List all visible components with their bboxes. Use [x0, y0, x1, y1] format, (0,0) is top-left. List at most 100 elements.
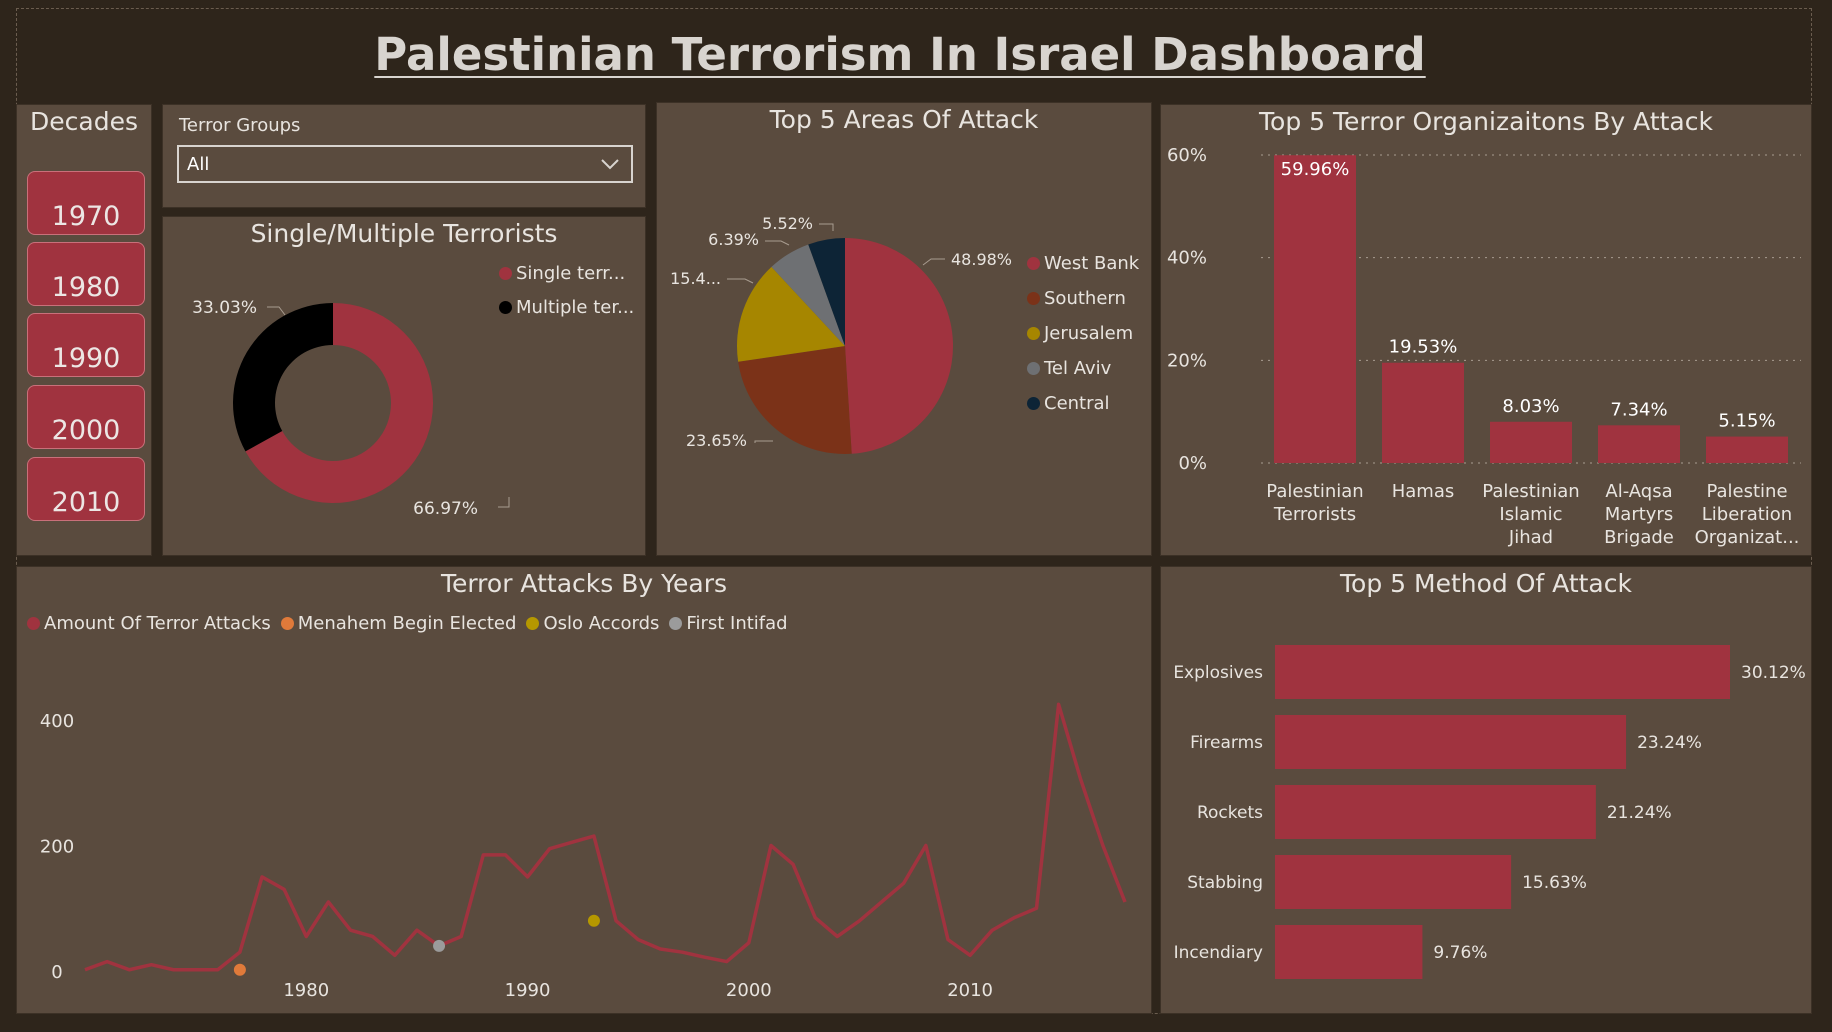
legend-label: Central [1044, 393, 1110, 414]
orgs-y-tick: 60% [1167, 145, 1207, 166]
legend-dot [1027, 362, 1040, 375]
orgs-bar [1706, 436, 1788, 463]
orgs-category-label: Palestinian [1482, 481, 1579, 502]
terror-groups-label: Terror Groups [179, 115, 301, 136]
line-series-attacks [84, 702, 1127, 972]
decade-button-2010[interactable]: 2010 [27, 457, 145, 521]
legend-single[interactable]: Single terr... [499, 263, 625, 284]
terror-groups-dropdown[interactable]: All [177, 145, 633, 183]
legend-dot-intifad [669, 617, 683, 630]
orgs-category-label: Organizat... [1695, 527, 1800, 548]
orgs-y-tick: 0% [1178, 453, 1207, 474]
legend-begin-elected[interactable]: Menahem Begin Elected [280, 613, 516, 634]
top-orgs-title: Top 5 Terror Organizaitons By Attack [1259, 107, 1713, 136]
pie-data-label: 5.52% [762, 214, 813, 233]
decade-button-1990[interactable]: 1990 [27, 313, 145, 377]
pie-data-label: 23.65% [686, 431, 747, 450]
orgs-category-label: Islamic [1499, 504, 1562, 525]
donut-slice-single [245, 303, 433, 503]
decade-button-1980[interactable]: 1980 [27, 242, 145, 306]
legend-dot [1027, 292, 1040, 305]
methods-bar [1275, 785, 1596, 839]
methods-bar-label: 21.24% [1607, 803, 1672, 823]
pie-leader-4 [819, 223, 834, 231]
legend-tel-aviv[interactable]: Tel Aviv [1027, 358, 1111, 379]
single-multiple-panel: Single/Multiple Terrorists 66.97% 33.03% … [162, 216, 646, 556]
top-methods-panel: Top 5 Method Of Attack Explosives 30.12% F… [1160, 566, 1812, 1014]
orgs-bar [1382, 362, 1464, 463]
marker-oslo-accords [587, 914, 600, 927]
orgs-category-label: Liberation [1702, 504, 1792, 525]
pie-slice-tel-aviv [771, 244, 845, 346]
donut-label-multiple: 33.03% [192, 298, 257, 318]
decade-button-1970[interactable]: 1970 [27, 171, 145, 235]
line-y-tick: 400 [40, 711, 74, 732]
orgs-y-tick: 20% [1167, 350, 1207, 371]
dashboard-title: Palestinian Terrorism In Israel Dashboar… [374, 28, 1426, 81]
methods-category-label: Rockets [1197, 803, 1263, 823]
single-multiple-donut-chart: 66.97% 33.03% [192, 298, 510, 519]
legend-southern[interactable]: Southern [1027, 288, 1126, 309]
legend-dot [1027, 257, 1040, 270]
legend-dot-amount [27, 617, 40, 630]
orgs-category-label: Palestine [1706, 481, 1787, 502]
line-y-tick: 200 [40, 837, 74, 858]
decades-panel: Decades 1970 1980 1990 2000 2010 [16, 104, 152, 556]
orgs-category-label: Hamas [1392, 481, 1455, 502]
legend-label-single: Single terr... [516, 263, 626, 284]
decades-title: Decades [30, 107, 138, 136]
orgs-bar [1490, 421, 1572, 463]
line-x-tick: 1980 [283, 980, 329, 1001]
top-orgs-bar-chart: 60%40%20%0%59.96%PalestinianTerrorists19… [1167, 145, 1801, 548]
legend-dot-begin [280, 617, 294, 630]
line-y-tick: 0 [51, 962, 62, 983]
legend-dot [1027, 397, 1040, 410]
pie-slice-central [808, 238, 845, 346]
terror-groups-selected: All [187, 154, 210, 175]
donut-label-single: 66.97% [413, 499, 478, 519]
legend-central[interactable]: Central [1027, 393, 1110, 414]
attacks-years-panel: Terror Attacks By Years Amount Of Terror… [16, 566, 1152, 1014]
legend-dot-multiple [499, 301, 512, 314]
legend-jerusalem[interactable]: Jerusalem [1027, 323, 1133, 344]
top-areas-panel: Top 5 Areas Of Attack 48.98% 23.65% 15.4..… [656, 102, 1152, 556]
top-methods-title: Top 5 Method Of Attack [1340, 569, 1632, 598]
chevron-down-icon [601, 159, 619, 170]
orgs-bar-label: 19.53% [1389, 337, 1458, 358]
attacks-years-title: Terror Attacks By Years [440, 569, 728, 598]
pie-slice-jerusalem [737, 266, 845, 362]
legend-oslo-accords[interactable]: Oslo Accords [526, 613, 659, 634]
orgs-category-label: Al-Aqsa [1605, 481, 1672, 502]
pie-slice-west-bank [845, 238, 953, 454]
methods-category-label: Incendiary [1174, 943, 1263, 963]
marker-begin-elected [233, 963, 246, 976]
legend-label: Jerusalem [1044, 323, 1134, 344]
line-x-tick: 2000 [726, 980, 772, 1001]
single-multiple-title: Single/Multiple Terrorists [250, 219, 558, 248]
legend-amount-attacks[interactable]: Amount Of Terror Attacks [27, 613, 271, 634]
legend-first-intifad[interactable]: First Intifad [669, 613, 788, 634]
pie-slice-southern [738, 346, 852, 454]
line-x-tick: 1990 [505, 980, 551, 1001]
methods-bar-label: 9.76% [1433, 943, 1487, 963]
decade-button-2000[interactable]: 2000 [27, 385, 145, 449]
legend-label-amount: Amount Of Terror Attacks [44, 613, 271, 634]
legend-label-oslo: Oslo Accords [543, 613, 660, 634]
orgs-bar-label: 7.34% [1610, 399, 1667, 420]
pie-leader-2 [727, 278, 754, 284]
orgs-category-label: Martyrs [1605, 504, 1673, 525]
legend-dot-oslo [526, 617, 540, 630]
methods-category-label: Stabbing [1187, 873, 1263, 893]
pie-data-label: 15.4... [670, 269, 721, 288]
methods-category-label: Firearms [1190, 733, 1263, 753]
methods-bar-label: 30.12% [1741, 663, 1806, 683]
donut-leader-single [498, 497, 510, 508]
legend-label-intifad: First Intifad [686, 613, 788, 634]
legend-multiple[interactable]: Multiple ter... [499, 297, 634, 318]
legend-label-multiple: Multiple ter... [516, 297, 635, 318]
pie-leader-3 [765, 240, 790, 246]
donut-slice-multiple [232, 303, 333, 452]
methods-bar [1275, 855, 1512, 909]
orgs-bar [1598, 425, 1680, 463]
legend-west-bank[interactable]: West Bank [1027, 253, 1139, 274]
